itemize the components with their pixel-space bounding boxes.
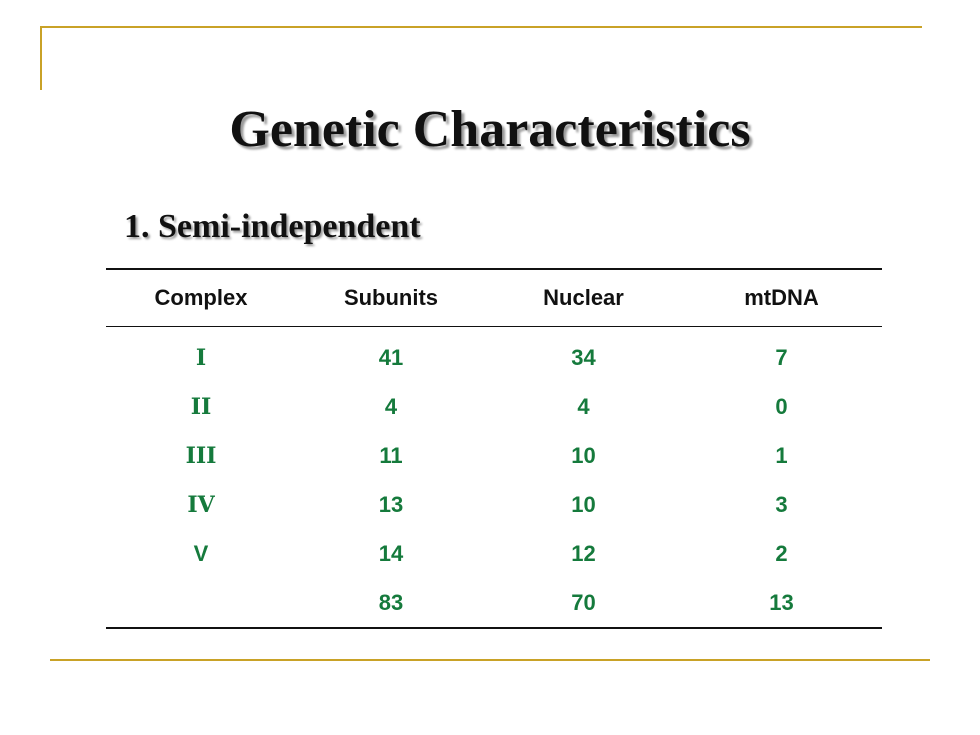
frame-left-rule (40, 26, 42, 90)
cell-mtdna: 1 (775, 442, 788, 468)
cell-mtdna-total: 13 (681, 578, 882, 629)
complex-table-container: Complex Subunits Nuclear mtDNA I 41 34 7… (106, 268, 882, 629)
cell-nuclear-total: 70 (486, 578, 681, 629)
cell-nuclear: 4 (577, 393, 590, 419)
frame-top-rule (40, 26, 922, 28)
slide-title: Genetic Characteristics (229, 101, 751, 158)
cell-subunits: 14 (378, 540, 404, 566)
cell-mtdna: 7 (775, 344, 788, 370)
table-row: IV 13 10 3 (106, 480, 882, 529)
cell-subunits-total: 83 (296, 578, 486, 629)
cell-complex: IV (187, 491, 215, 518)
cell-nuclear: 34 (571, 344, 596, 370)
header-nuclear: Nuclear (486, 268, 681, 327)
cell-complex: I (195, 344, 207, 371)
cell-mtdna: 3 (775, 491, 788, 517)
table-row: V 14 12 2 (106, 529, 882, 578)
cell-mtdna: 0 (775, 393, 788, 419)
header-complex: Complex (106, 268, 296, 327)
table-row: III 11 10 1 (106, 431, 882, 480)
cell-nuclear: 10 (571, 442, 596, 468)
header-mtdna: mtDNA (681, 268, 882, 327)
cell-subunits: 13 (378, 491, 404, 517)
header-subunits: Subunits (296, 268, 486, 327)
cell-subunits: 41 (378, 344, 404, 370)
frame-bottom-rule (50, 659, 930, 661)
cell-complex: V (193, 540, 209, 566)
table-row: II 4 4 0 (106, 382, 882, 431)
cell-mtdna: 2 (775, 540, 788, 566)
cell-subunits: 11 (379, 442, 403, 468)
complex-table: Complex Subunits Nuclear mtDNA I 41 34 7… (106, 268, 882, 629)
cell-complex: III (185, 442, 217, 469)
slide-subtitle: 1. Semi-independent (124, 208, 421, 245)
cell-subunits: 4 (384, 393, 398, 419)
cell-complex (106, 578, 296, 629)
cell-nuclear: 10 (571, 491, 596, 517)
table-row: I 41 34 7 (106, 327, 882, 383)
table-header-row: Complex Subunits Nuclear mtDNA (106, 268, 882, 327)
table-total-row: 83 70 13 (106, 578, 882, 629)
cell-nuclear: 12 (571, 540, 596, 566)
cell-complex: II (190, 393, 212, 420)
